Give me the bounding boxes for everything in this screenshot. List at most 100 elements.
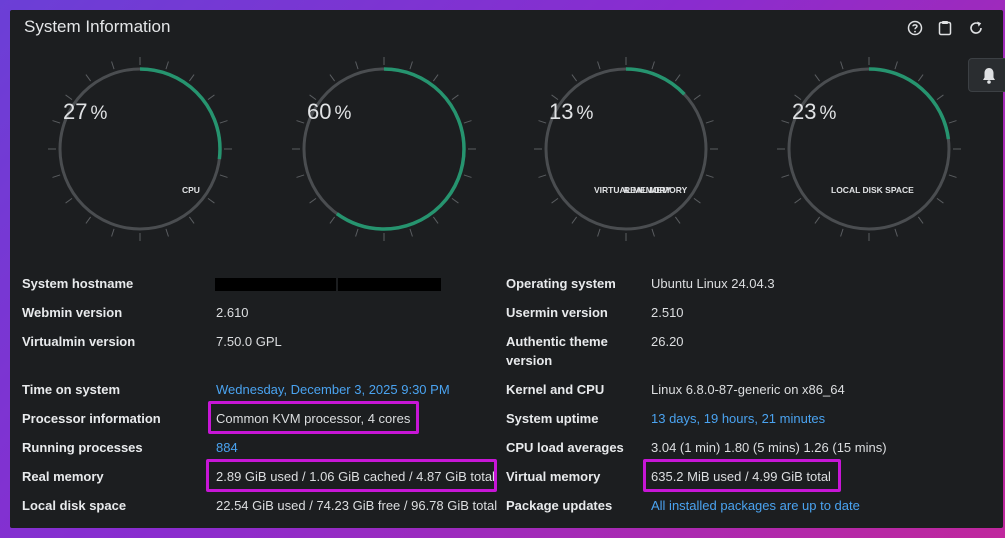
- gauge-percent: 60%: [307, 99, 351, 125]
- gauge-tick: [409, 228, 413, 237]
- gauge-tick: [296, 120, 305, 124]
- label-kernel-and-cpu: Kernel and CPU: [506, 382, 605, 397]
- gauge-tick: [936, 94, 944, 101]
- clipboard-icon[interactable]: [936, 19, 954, 37]
- gauge-tick: [219, 174, 228, 178]
- gauge-tick: [551, 197, 559, 204]
- value-local-disk-space: 22.54 GiB used / 74.23 GiB free / 96.78 …: [216, 498, 498, 513]
- label-time-on-system: Time on system: [22, 382, 121, 397]
- gauge-label: CPU: [182, 185, 200, 195]
- gauge-tick: [111, 228, 115, 237]
- gauge-tick: [705, 174, 714, 178]
- label-package-updates: Package updates: [506, 498, 613, 513]
- gauge-percent: 27%: [63, 99, 107, 125]
- gauge-cpu: 27% CPU: [45, 54, 235, 244]
- value-running-processes[interactable]: 884: [216, 440, 238, 455]
- gauge-percent-unit: %: [819, 103, 837, 124]
- label-virtual-memory: Virtual memory: [506, 469, 601, 484]
- gauge-label: REAL MEMORY: [624, 185, 688, 195]
- gauge-percent-value: 27: [63, 99, 88, 124]
- value-real-memory: 2.89 GiB used / 1.06 GiB cached / 4.87 G…: [216, 469, 495, 484]
- value-webmin-version: 2.610: [216, 305, 249, 320]
- gauge-tick: [52, 120, 61, 124]
- gauge-tick: [894, 228, 898, 237]
- gauge-local-disk-space: 23% LOCAL DISK SPACE: [774, 54, 964, 244]
- label-authentic-theme-version: Authentic theme version: [506, 334, 608, 368]
- gauge-tick: [85, 216, 92, 224]
- gauge-dial: [534, 57, 718, 241]
- gauge-tick: [463, 174, 472, 178]
- gauge-dial: [777, 57, 961, 241]
- gauge-tick: [409, 61, 413, 70]
- gauge-tick: [840, 228, 844, 237]
- gauge-percent: 13%: [549, 99, 593, 125]
- gauge-tick: [432, 216, 439, 224]
- gauge-value-arc: [787, 67, 951, 231]
- gauge-tick: [207, 197, 215, 204]
- gauge-tick: [329, 216, 336, 224]
- gauge-tick: [111, 61, 115, 70]
- gauge-real-memory: 60% REAL MEMORY: [289, 54, 687, 244]
- panel-title: System Information: [24, 17, 171, 36]
- label-cpu-load-averages: CPU load averages: [506, 440, 624, 455]
- value-kernel-and-cpu: Linux 6.8.0-87-generic on x86_64: [651, 382, 845, 397]
- gauge-tick: [329, 74, 336, 82]
- bell-icon: [983, 68, 995, 84]
- gauge-tick: [674, 216, 681, 224]
- gauge-tick: [794, 94, 802, 101]
- gauge-tick: [538, 174, 547, 178]
- gauge-tick: [571, 74, 578, 82]
- label-processor-information: Processor information: [22, 411, 161, 426]
- gauge-tick: [355, 228, 359, 237]
- value-usermin-version: 2.510: [651, 305, 684, 320]
- system-information-panel: System Information 27% CPU 60% REAL MEMORY 1…: [10, 10, 1003, 528]
- gauge-tick: [451, 197, 459, 204]
- label-local-disk-space: Local disk space: [22, 498, 127, 513]
- value-processor-information: Common KVM processor, 4 cores: [216, 411, 411, 426]
- gauge-tick: [917, 74, 924, 82]
- gauge-tick: [651, 61, 655, 70]
- help-icon[interactable]: [906, 19, 924, 37]
- gauge-tick: [463, 120, 472, 124]
- gauge-percent-unit: %: [576, 103, 594, 124]
- gauge-tick: [917, 216, 924, 224]
- value-cpu-load-averages: 3.04 (1 min) 1.80 (5 mins) 1.26 (15 mins…: [651, 440, 887, 455]
- label-system-hostname: System hostname: [22, 276, 134, 291]
- value-authentic-theme-version: 26.20: [651, 334, 684, 349]
- gauge-tick: [219, 120, 228, 124]
- value-package-updates[interactable]: All installed packages are up to date: [651, 498, 860, 513]
- gauge-tick: [165, 61, 169, 70]
- gauge-label: VIRTUAL MEMORY: [594, 185, 671, 195]
- gauge-percent-value: 23: [792, 99, 817, 124]
- gauge-percent-unit: %: [334, 103, 352, 124]
- gauge-percent-value: 13: [549, 99, 574, 124]
- gauge-tick: [894, 61, 898, 70]
- gauge-tick: [432, 74, 439, 82]
- gauge-tick: [814, 216, 821, 224]
- redacted-hostname-block: [338, 278, 441, 291]
- gauge-tick: [355, 61, 359, 70]
- label-running-processes: Running processes: [22, 440, 143, 455]
- refresh-icon[interactable]: [967, 19, 985, 37]
- gauge-value-arc: [544, 67, 708, 231]
- gauge-tick: [451, 94, 459, 101]
- gauge-percent-value: 60: [307, 99, 332, 124]
- label-system-uptime: System uptime: [506, 411, 599, 426]
- gauge-tick: [165, 228, 169, 237]
- gauge-tick: [705, 120, 714, 124]
- value-system-uptime[interactable]: 13 days, 19 hours, 21 minutes: [651, 411, 826, 426]
- gauge-tick: [85, 74, 92, 82]
- value-operating-system: Ubuntu Linux 24.04.3: [651, 276, 775, 291]
- notifications-tab[interactable]: [968, 58, 1005, 92]
- gauge-dial: [292, 57, 476, 241]
- gauge-tick: [52, 174, 61, 178]
- label-real-memory: Real memory: [22, 469, 104, 484]
- gauge-tick: [571, 216, 578, 224]
- gauge-tick: [814, 74, 821, 82]
- redacted-hostname-block: [215, 278, 336, 291]
- gauge-tick: [309, 197, 317, 204]
- gauge-tick: [948, 120, 957, 124]
- value-time-on-system[interactable]: Wednesday, December 3, 2025 9:30 PM: [216, 382, 450, 397]
- gauge-tick: [65, 197, 73, 204]
- label-webmin-version: Webmin version: [22, 305, 123, 320]
